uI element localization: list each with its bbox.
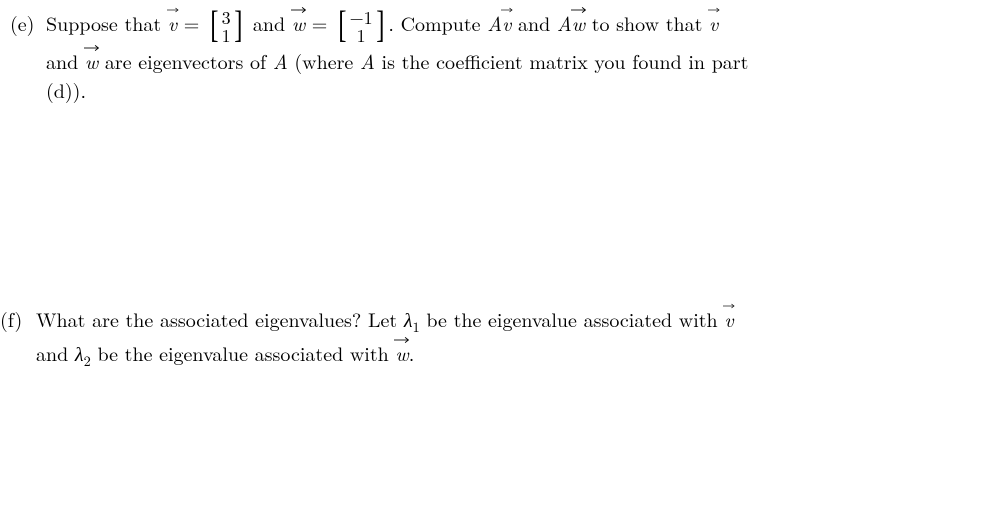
problem-e-line2: and w are eigenvectors of A (where A is … [46, 46, 974, 75]
matrix-v: [ 3 1 ] [208, 8, 244, 46]
matrix-w: [ −1 1 ] [336, 8, 386, 46]
vector-w: w [292, 8, 305, 37]
A: A [557, 8, 572, 37]
problem-f-body: What are the associated eigenvalues? Let… [36, 304, 974, 372]
A: A [273, 46, 288, 75]
problem-f: (f) What are the associated eigenvalues?… [0, 304, 974, 372]
equals: = [184, 8, 206, 37]
text: to show that [592, 8, 709, 37]
text: and [253, 8, 292, 37]
right-bracket-icon: ] [376, 6, 384, 44]
problem-e: (e) Suppose that v = [ 3 1 ] and w = [ −… [10, 8, 974, 104]
problem-f-line2: and λ2 be the eigenvalue associated with… [36, 338, 974, 372]
matrix-v-bot: 1 [222, 27, 231, 45]
problem-e-line3: (d)). [46, 75, 974, 104]
vector-v: v [168, 8, 177, 37]
problem-e-body: Suppose that v = [ 3 1 ] and w = [ −1 1 [46, 8, 974, 104]
problem-f-label: (f) [0, 304, 36, 333]
lambda2: λ [75, 338, 84, 367]
sub1: 1 [413, 317, 420, 337]
vector-v: v [724, 304, 733, 333]
vector-w: w [572, 8, 585, 37]
text: be the eigenvalue associated with [426, 304, 724, 333]
text: be the eigenvalue associated with [97, 338, 395, 367]
text: and [518, 8, 557, 37]
text: (where [294, 46, 360, 75]
vector-v: v [709, 8, 718, 37]
text: are eigenvectors of [105, 46, 273, 75]
right-bracket-icon: ] [234, 6, 242, 44]
left-bracket-icon: [ [338, 6, 346, 44]
text: and [36, 338, 75, 367]
left-bracket-icon: [ [210, 6, 218, 44]
period: . [388, 8, 400, 37]
text: is the coefficient matrix you found in p… [382, 46, 749, 75]
vector-v: v [502, 8, 511, 37]
sub2: 2 [84, 351, 91, 371]
matrix-w-bot: 1 [357, 27, 366, 45]
A: A [487, 8, 502, 37]
A: A [360, 46, 375, 75]
vector-w: w [395, 338, 408, 367]
text: and [46, 46, 85, 75]
problem-e-label: (e) [10, 8, 46, 37]
matrix-v-col: 3 1 [221, 9, 232, 45]
vector-w: w [85, 46, 98, 75]
text: What are the associated eigenvalues? Let [36, 304, 404, 333]
text: Suppose that [46, 8, 168, 37]
equals: = [312, 8, 334, 37]
text: Compute [401, 8, 488, 37]
lambda1: λ [404, 304, 413, 333]
matrix-w-col: −1 1 [349, 9, 374, 45]
